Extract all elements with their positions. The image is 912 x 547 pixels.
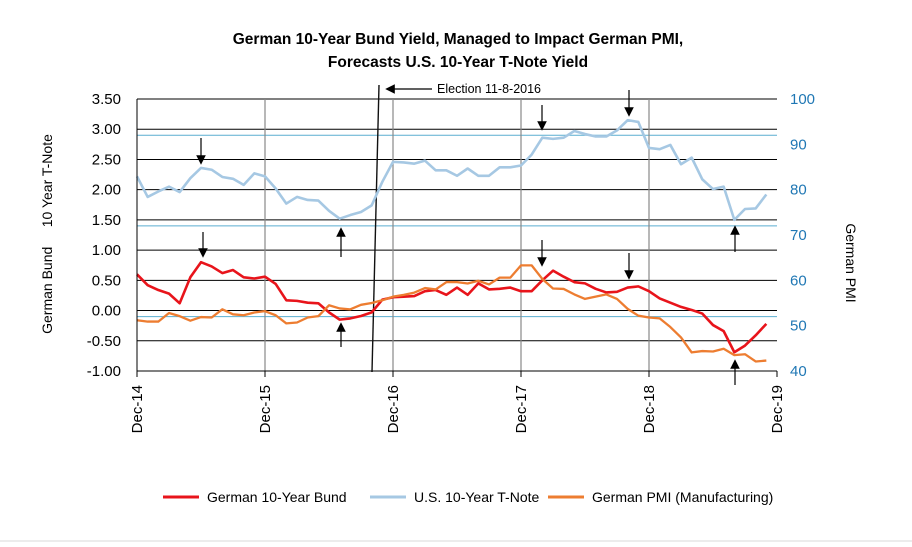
election-line bbox=[371, 84, 380, 373]
axes: 3.50 3.00 2.50 2.00 1.50 1.00 0.50 0.00 -0.50 -1.… bbox=[87, 91, 815, 433]
y-axis-right-label: German PMI bbox=[843, 223, 859, 302]
y-left-tick-label: 3.50 bbox=[92, 91, 121, 108]
y-right-tick-label: 70 bbox=[790, 227, 807, 244]
y-left-tick-label: 2.00 bbox=[92, 182, 121, 199]
y-right-tick-label: 90 bbox=[790, 136, 807, 153]
y-left-tick-label: -1.00 bbox=[87, 363, 121, 380]
legend-label: U.S. 10-Year T-Note bbox=[414, 489, 540, 505]
y-right-tick-label: 50 bbox=[790, 318, 807, 335]
chart-title-line-2: Forecasts U.S. 10-Year T-Note Yield bbox=[328, 54, 588, 71]
y-left-tick-label: 0.00 bbox=[92, 303, 121, 320]
series-line-german-pmi-manufacturing- bbox=[136, 264, 767, 363]
y-right-tick-label: 80 bbox=[790, 182, 807, 199]
y-left-tick-label: 2.50 bbox=[92, 151, 121, 168]
vertical-markers bbox=[264, 84, 650, 373]
y-right-tick-label: 60 bbox=[790, 272, 807, 289]
legend-label: German 10-Year Bund bbox=[207, 489, 347, 505]
legend: German 10-Year Bund U.S. 10-Year T-Note Ge… bbox=[163, 489, 773, 505]
annotations bbox=[196, 84, 740, 385]
y-left-tick-label: 1.00 bbox=[92, 242, 121, 259]
y-left-tick-label: 0.50 bbox=[92, 272, 121, 289]
y-axis-left-label: German Bund 10 Year T-Note bbox=[39, 134, 55, 334]
x-tick-label: Dec-18 bbox=[641, 385, 658, 433]
x-tick-label: Dec-14 bbox=[129, 385, 146, 433]
series-line-u-s-10-year-t-note bbox=[135, 118, 768, 222]
y-right-tick-label: 100 bbox=[790, 91, 815, 108]
y-left-tick-label: -0.50 bbox=[87, 333, 121, 350]
legend-label: German PMI (Manufacturing) bbox=[592, 489, 773, 505]
x-tick-label: Dec-16 bbox=[385, 385, 402, 433]
y-left-tick-label: 3.00 bbox=[92, 121, 121, 138]
y-left-tick-label: 1.50 bbox=[92, 212, 121, 229]
series-lines bbox=[135, 118, 768, 363]
y-right-tick-label: 40 bbox=[790, 363, 807, 380]
series-line-german-10-year-bund bbox=[136, 260, 768, 354]
x-tick-label: Dec-15 bbox=[257, 385, 274, 433]
chart-title-line-1: German 10-Year Bund Yield, Managed to Im… bbox=[233, 31, 683, 48]
x-tick-label: Dec-19 bbox=[769, 385, 786, 433]
election-annotation: Election 11-8-2016 bbox=[437, 82, 541, 96]
x-tick-label: Dec-17 bbox=[513, 385, 530, 433]
